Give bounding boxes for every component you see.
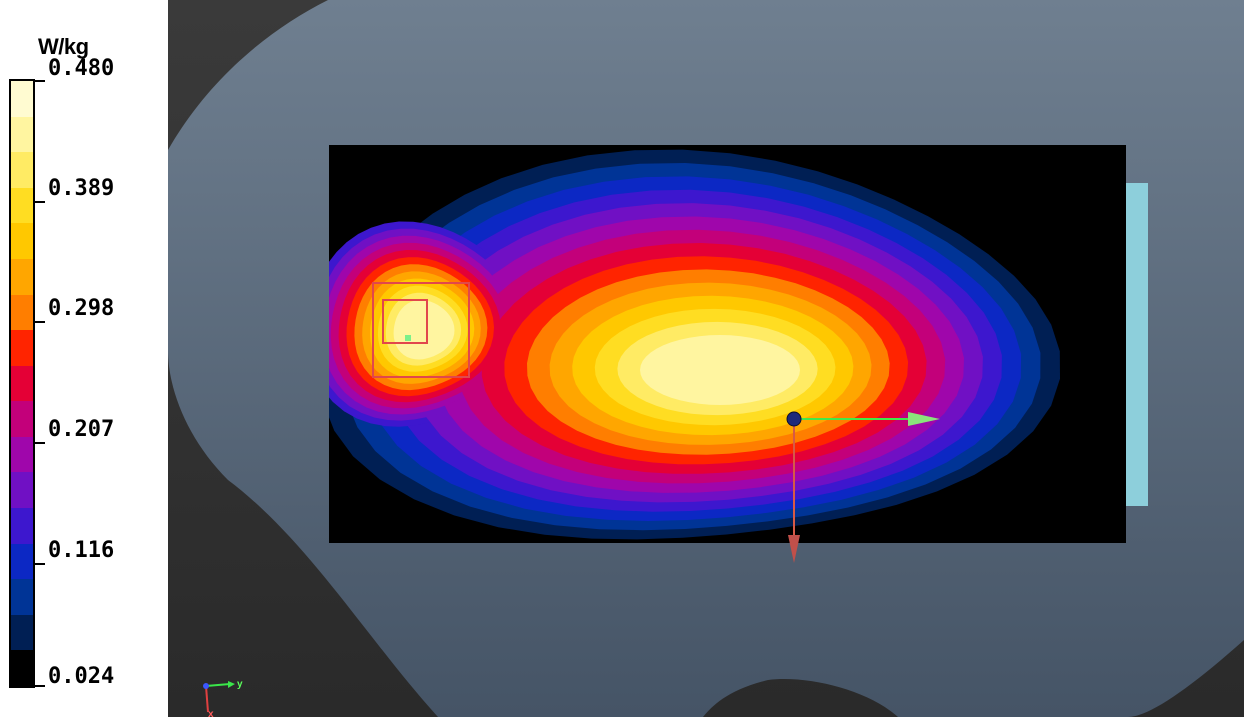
colorbar-swatch [11,436,33,474]
side-marker-bar [1126,183,1148,506]
contour-band-left-lobe [393,299,455,360]
y-axis-arrowhead [908,412,940,426]
colorbar-swatch [11,294,33,332]
x-axis-arrowhead [788,535,800,563]
colorbar-tick [35,562,45,565]
colorbar-tick [35,200,45,203]
colorbar-swatch [11,508,33,545]
colorbar [9,79,35,688]
colorbar-unit-label: W/kg [38,34,89,59]
colorbar-tick-label: 0.116 [48,537,115,563]
colorbar-tick [35,321,45,324]
colorbar-tick [35,442,45,445]
orientation-triad: y x [203,679,243,717]
contour-band [640,335,800,405]
triad-y-label: y [237,679,243,690]
colorbar-swatch [11,579,33,616]
colorbar-swatch [11,187,33,225]
triad-x-label: x [208,709,214,717]
colorbar-legend: W/kg 0.480 0.389 0.298 0.207 0.116 0.024 [0,0,168,717]
sar-3d-viewport[interactable]: y x [168,0,1244,717]
colorbar-tick-label: 0.389 [48,175,115,201]
peak-marker [405,335,411,341]
colorbar-swatch [11,365,33,403]
colorbar-swatch [11,152,33,189]
colorbar-swatch [11,116,33,154]
colorbar-swatch [11,223,33,260]
colorbar-swatch [11,614,33,652]
colorbar-tick-label: 0.298 [48,296,115,322]
colorbar-swatch [11,81,33,118]
colorbar-swatch [11,401,33,438]
origin-sphere [786,411,802,427]
colorbar-swatch [11,258,33,296]
colorbar-swatch [11,543,33,581]
colorbar-tick-label: 0.207 [48,417,115,443]
zoom-scan-outer-box [372,282,470,378]
colorbar-tick-label: 0.024 [48,664,115,689]
colorbar-tick-label: 0.480 [48,56,115,81]
colorbar-tick [35,80,45,82]
colorbar-swatch [11,330,33,367]
zoom-scan-inner-box [382,299,428,344]
colorbar-swatch [11,472,33,510]
colorbar-swatch [11,650,33,686]
colorbar-tick [35,685,45,687]
